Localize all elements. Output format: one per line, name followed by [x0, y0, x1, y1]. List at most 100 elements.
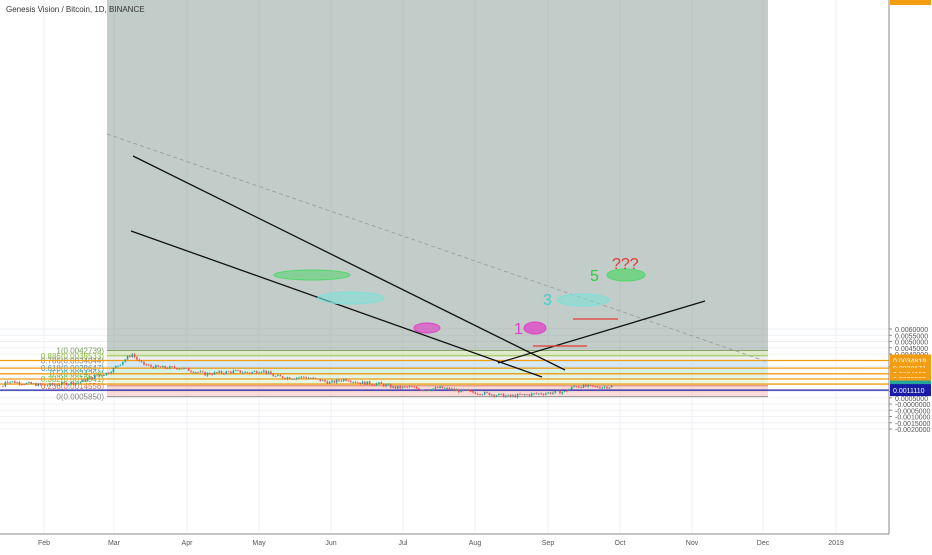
candle-body — [86, 378, 89, 382]
candle-body — [122, 361, 124, 365]
candle-body — [368, 381, 371, 385]
candle-body — [467, 390, 470, 391]
candle-body — [117, 365, 119, 367]
candle-body — [448, 387, 451, 390]
candle-body — [321, 380, 324, 382]
candle-body — [270, 371, 272, 375]
candle-body — [335, 379, 338, 383]
candle-body — [453, 388, 455, 391]
candle-body — [291, 378, 293, 380]
candle-body — [60, 382, 63, 385]
candle-body — [486, 391, 488, 393]
candle-body — [380, 382, 383, 384]
candle-body — [206, 373, 209, 376]
candle-body — [4, 381, 7, 387]
candle-body — [455, 389, 458, 391]
candle-body — [507, 394, 510, 396]
candle-body — [37, 383, 40, 387]
candle-body — [260, 371, 263, 373]
candle-body — [427, 390, 430, 391]
candle-body — [185, 367, 188, 369]
candle-body — [246, 371, 249, 373]
candle-body — [314, 377, 317, 379]
candle-body — [75, 382, 77, 385]
candle-body — [286, 377, 289, 379]
candle-body — [542, 394, 545, 396]
candle-body — [225, 371, 228, 374]
candle-body — [159, 366, 162, 368]
candle-body — [232, 370, 235, 374]
candle-body — [514, 395, 517, 398]
annotation-1: 1 — [514, 321, 523, 338]
candle-body — [519, 394, 521, 395]
candle-body — [98, 375, 101, 377]
candle-body — [406, 386, 408, 388]
candle-body — [535, 393, 538, 395]
candle-body — [530, 393, 533, 396]
candle-body — [46, 385, 49, 387]
candle-body — [129, 355, 131, 357]
fib-zone — [107, 350, 768, 356]
candle-body — [429, 390, 432, 392]
candle-body — [345, 378, 347, 381]
candle-body — [474, 392, 477, 394]
price-tick-label: 0.0060000 — [895, 327, 928, 334]
candle-body — [415, 386, 418, 389]
candle-body — [585, 384, 587, 387]
time-tick-label: 2019 — [828, 540, 844, 547]
annotation-3: 3 — [543, 292, 552, 309]
candle-body — [354, 381, 357, 383]
green-ellipse-1 — [273, 269, 351, 281]
time-tick-label: Mar — [108, 540, 121, 547]
candle-body — [481, 394, 484, 396]
candle-body — [65, 382, 68, 386]
candle-body — [124, 359, 126, 362]
candle-body — [93, 375, 96, 379]
candle-body — [434, 387, 437, 389]
candle-body — [418, 388, 420, 390]
candle-body — [211, 374, 213, 376]
candle-body — [96, 375, 98, 377]
candle-body — [28, 382, 30, 383]
candle-body — [143, 361, 145, 365]
candle-body — [2, 386, 4, 388]
candle-body — [505, 395, 507, 398]
time-tick-label: Dec — [757, 540, 770, 547]
candle-body — [281, 376, 284, 379]
price-label-text: 0.0011110 — [893, 388, 925, 395]
candle-body — [411, 386, 413, 388]
candle-body — [305, 377, 307, 379]
candle-body — [35, 383, 37, 387]
ascending-support-line — [497, 300, 706, 364]
candle-body — [303, 376, 305, 378]
candle-body — [241, 372, 244, 374]
candle-body — [361, 381, 364, 385]
candle-body — [580, 386, 582, 388]
candle-body — [446, 387, 448, 389]
candle-body — [295, 377, 298, 379]
candle-body — [89, 377, 91, 379]
candle-body — [425, 390, 427, 391]
fib-label-1: 1(0.0042739) — [56, 347, 104, 356]
fib-label-0: 0(0.0005850) — [56, 393, 104, 402]
candle-body — [112, 367, 115, 373]
candle-body — [371, 384, 373, 386]
candle-body — [444, 388, 446, 389]
candle-body — [333, 380, 336, 383]
price-tick-label: -0.0005000 — [895, 408, 931, 415]
candle-body — [488, 392, 491, 396]
candle-body — [347, 380, 350, 382]
candle-body — [192, 371, 195, 373]
price-label-text: 0.0034819 — [893, 358, 926, 365]
candle-body — [178, 368, 181, 370]
candle-body — [223, 373, 225, 374]
price-tick-label: 0.0050000 — [895, 340, 928, 347]
candle-body — [599, 387, 601, 389]
candle-body — [366, 381, 369, 385]
candle-body — [293, 378, 296, 380]
candle-body — [251, 372, 253, 374]
candle-body — [608, 387, 611, 389]
candle-body — [133, 354, 136, 357]
